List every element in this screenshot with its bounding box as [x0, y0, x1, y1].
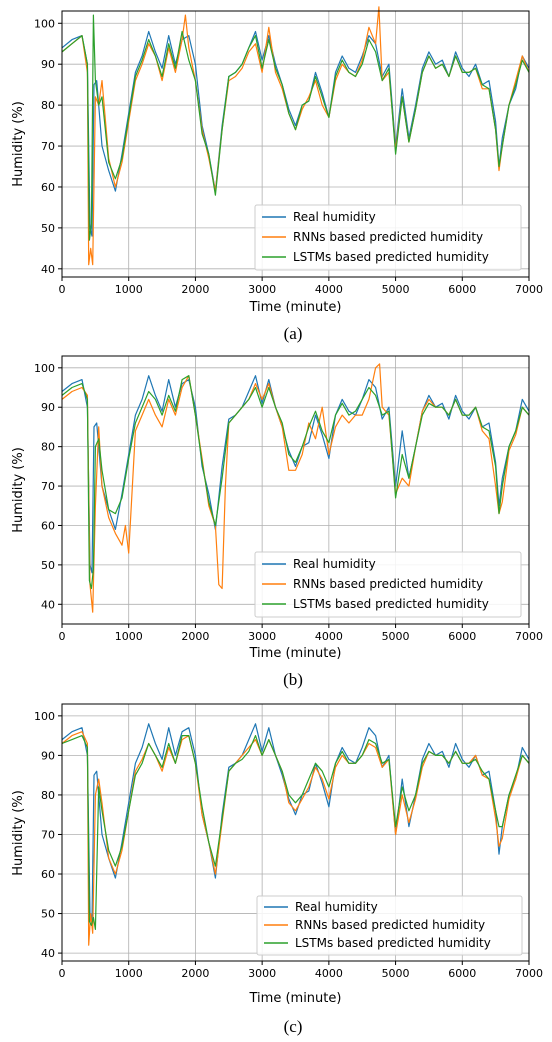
- x-tick-label: 6000: [448, 283, 476, 296]
- x-tick-label: 5000: [382, 283, 410, 296]
- y-tick-label: 50: [41, 559, 55, 572]
- y-tick-label: 70: [41, 140, 55, 153]
- legend-label-real: Real humidity: [293, 557, 376, 571]
- chart-panel-a: 0 1000 2000 3000 4000 5000 6000 7000 40 50 60 70 80…: [11, 6, 543, 343]
- y-tick-label: 100: [34, 17, 55, 30]
- plot-frame: [61, 703, 530, 962]
- x-axis-label: Time (minute): [249, 300, 342, 315]
- x-tick-label: 0: [59, 630, 66, 643]
- x-tick-label: 4000: [315, 630, 343, 643]
- y-tick-label: 80: [41, 441, 55, 454]
- chart-panel-c: 0 1000 2000 3000 4000 5000 6000 7000 40 50 60 70 80…: [11, 703, 543, 1036]
- legend-label-real: Real humidity: [293, 210, 376, 224]
- legend: Real humidity RNNs based predicted humid…: [254, 551, 522, 618]
- x-tick-label: 0: [59, 967, 66, 980]
- legend-label-rnn: RNNs based predicted humidity: [293, 577, 483, 591]
- x-tick-label: 6000: [448, 967, 476, 980]
- y-tick-label: 100: [34, 362, 55, 375]
- y-axis-label: Humidity (%): [11, 101, 26, 187]
- panel-caption: (a): [284, 324, 303, 343]
- legend-box: [254, 204, 522, 271]
- x-tick-label: 0: [59, 283, 66, 296]
- x-tick-label: 5000: [382, 967, 410, 980]
- y-tick-label: 60: [41, 181, 55, 194]
- x-tick-label: 4000: [315, 283, 343, 296]
- panel-caption: (c): [284, 1017, 303, 1036]
- x-tick-label: 6000: [448, 630, 476, 643]
- y-tick-label: 90: [41, 401, 55, 414]
- y-tick-label: 70: [41, 828, 55, 841]
- legend-box: [254, 551, 522, 618]
- y-tick-label: 90: [41, 58, 55, 71]
- y-tick-label: 80: [41, 99, 55, 112]
- y-tick-label: 40: [41, 947, 55, 960]
- x-tick-label: 2000: [181, 967, 209, 980]
- y-tick-label: 70: [41, 480, 55, 493]
- x-tick-label: 2000: [181, 283, 209, 296]
- legend-label-real: Real humidity: [295, 900, 378, 914]
- y-tick-label: 60: [41, 868, 55, 881]
- y-tick-label: 50: [41, 908, 55, 921]
- legend-box: [256, 895, 523, 956]
- x-tick-label: 3000: [248, 283, 276, 296]
- x-tick-label: 1000: [115, 967, 143, 980]
- plot-frame: [61, 10, 530, 278]
- x-tick-label: 4000: [315, 967, 343, 980]
- y-tick-label: 100: [34, 710, 55, 723]
- legend-label-rnn: RNNs based predicted humidity: [295, 918, 485, 932]
- x-tick-label: 3000: [248, 967, 276, 980]
- x-axis-label: Time (minute): [249, 991, 342, 1006]
- y-tick-label: 60: [41, 519, 55, 532]
- y-tick-label: 90: [41, 749, 55, 762]
- series-line-lstm: [61, 734, 530, 930]
- plot-frame: [61, 355, 530, 625]
- x-tick-label: 7000: [515, 967, 543, 980]
- x-axis-label: Time (minute): [249, 646, 342, 661]
- y-tick-label: 40: [41, 598, 55, 611]
- legend: Real humidity RNNs based predicted humid…: [254, 204, 522, 271]
- y-axis-label: Humidity (%): [11, 790, 26, 876]
- series-line-lstm: [61, 375, 530, 590]
- legend-label-lstm: LSTMs based predicted humidity: [293, 597, 489, 611]
- chart-panel-b: 0 1000 2000 3000 4000 5000 6000 7000 40 50 60 70 80…: [11, 355, 543, 689]
- x-tick-label: 3000: [248, 630, 276, 643]
- y-tick-label: 80: [41, 789, 55, 802]
- legend-label-lstm: LSTMs based predicted humidity: [293, 250, 489, 264]
- x-tick-label: 7000: [515, 630, 543, 643]
- x-tick-label: 1000: [115, 283, 143, 296]
- x-tick-label: 2000: [181, 630, 209, 643]
- y-tick-label: 50: [41, 222, 55, 235]
- x-tick-label: 7000: [515, 283, 543, 296]
- x-tick-label: 1000: [115, 630, 143, 643]
- panel-caption: (b): [283, 670, 303, 689]
- x-tick-label: 5000: [382, 630, 410, 643]
- legend-label-rnn: RNNs based predicted humidity: [293, 230, 483, 244]
- y-tick-label: 40: [41, 263, 55, 276]
- legend: Real humidity RNNs based predicted humid…: [256, 895, 523, 956]
- legend-label-lstm: LSTMs based predicted humidity: [295, 936, 491, 950]
- y-axis-label: Humidity (%): [11, 447, 26, 533]
- series-line-lstm: [61, 14, 530, 241]
- series-line-real: [61, 30, 530, 237]
